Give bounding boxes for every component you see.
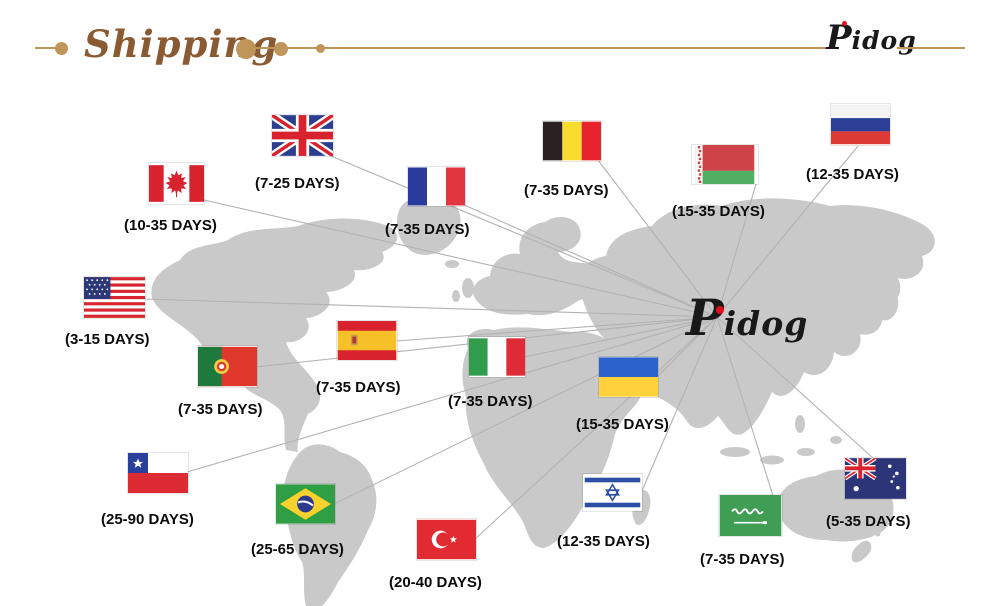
header: Shipping Pidog [0,0,1000,95]
continents [151,196,935,606]
israel-flag-icon [583,474,642,511]
shipping-days-label: (10-35 DAYS) [124,217,217,234]
hub-brand-rest: idog [723,304,809,343]
header-dot-icon [316,44,325,53]
continent-greenland [396,196,461,255]
shipping-days-label: (25-65 DAYS) [251,541,344,558]
shipping-days-label: (7-35 DAYS) [385,221,470,238]
shipping-days-label: (15-35 DAYS) [576,416,669,433]
header-rule [35,47,57,49]
australia-flag-icon [845,458,906,499]
spain-flag-icon [337,321,397,360]
ukraine-flag-icon [599,357,658,397]
hub-origin-dot-icon [716,306,724,314]
header-rule [250,47,825,49]
shipping-days-label: (5-35 DAYS) [826,513,911,530]
brand-rest: idog [851,26,917,55]
saudi-arabia-flag-icon [719,495,782,536]
continent-asia [578,198,935,435]
chile-flag-icon [128,453,188,493]
brand-red-dot-icon [842,21,847,26]
portugal-flag-icon [198,346,257,387]
shipping-days-label: (7-35 DAYS) [448,393,533,410]
header-rule [897,47,965,49]
continent-europe [473,216,610,316]
brand-initial: P [826,18,852,58]
continent-south-america [283,444,377,606]
uk-flag-icon [272,115,333,156]
island-new-zealand [851,540,872,563]
shipping-days-label: (7-35 DAYS) [524,182,609,199]
shipping-days-label: (7-25 DAYS) [255,175,340,192]
continent-north-america [151,218,398,452]
brand-logo: Pidog [826,18,917,58]
shipping-lines [143,145,875,540]
turkey-flag-icon [417,519,476,560]
shipping-days-label: (15-35 DAYS) [672,203,765,220]
canada-flag-icon [149,163,204,204]
italy-flag-icon [469,337,525,377]
continent-africa [462,327,644,548]
header-dot-icon [274,42,288,56]
shipping-days-label: (20-40 DAYS) [389,574,482,591]
france-flag-icon [408,167,465,206]
shipping-days-label: (7-35 DAYS) [178,401,263,418]
hub-brand-logo: Pidog [686,288,808,347]
shipping-days-label: (7-35 DAYS) [316,379,401,396]
island-japan [876,289,899,321]
belarus-flag-icon [692,145,758,184]
hub-brand-initial: P [686,288,724,347]
shipping-days-label: (7-35 DAYS) [700,551,785,568]
header-dot-icon [55,42,68,55]
header-dot-icon [236,39,256,59]
shipping-days-label: (25-90 DAYS) [101,511,194,528]
russia-flag-icon [831,104,890,145]
shipping-days-label: (12-35 DAYS) [557,533,650,550]
usa-flag-icon [84,277,145,318]
belgium-flag-icon [543,121,601,161]
shipping-days-label: (3-15 DAYS) [65,331,150,348]
brazil-flag-icon [276,484,335,524]
shipping-days-label: (12-35 DAYS) [806,166,899,183]
